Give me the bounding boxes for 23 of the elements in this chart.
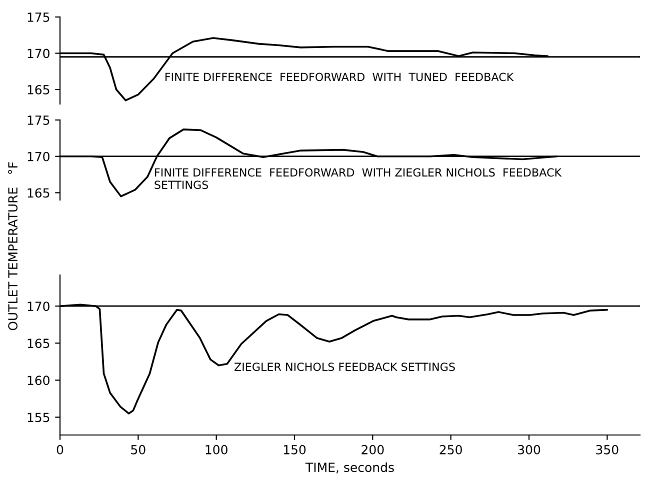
x-axis-title: TIME, seconds (305, 462, 394, 474)
annotation: ZIEGLER NICHOLS FEEDBACK SETTINGS (234, 362, 455, 372)
y-tick-label: 165 (28, 338, 50, 348)
annotation: FINITE DIFFERENCE FEEDFORWARD WITH TUNED FEEDBACK (165, 72, 514, 82)
y-tick-label: 170 (28, 152, 50, 162)
y-tick-label: 165 (28, 84, 50, 94)
y-tick-label: 170 (28, 48, 50, 58)
y-tick-label: 160 (28, 376, 50, 386)
y-tick-label: 175 (28, 116, 50, 125)
x-tick-label: 250 (440, 444, 462, 454)
x-tick-label: 350 (596, 444, 618, 454)
y-axis-title: OUTLET TEMPERATURE °F (8, 162, 18, 330)
y-tick-label: 175 (28, 12, 50, 22)
x-tick-label: 50 (131, 444, 146, 454)
x-tick-label: 100 (206, 444, 228, 454)
annotation: FINITE DIFFERENCE FEEDFORWARD WITH ZIEGLER NICHOLS FEEDBACK SETTINGS (154, 168, 562, 190)
x-tick-label: 150 (284, 444, 306, 454)
y-tick-label: 165 (28, 188, 50, 198)
y-tick-label: 170 (28, 302, 50, 312)
x-tick-label: 200 (362, 444, 384, 454)
x-tick-label: 300 (518, 444, 540, 454)
x-tick-label: 0 (56, 444, 64, 454)
y-tick-label: 155 (28, 412, 50, 422)
